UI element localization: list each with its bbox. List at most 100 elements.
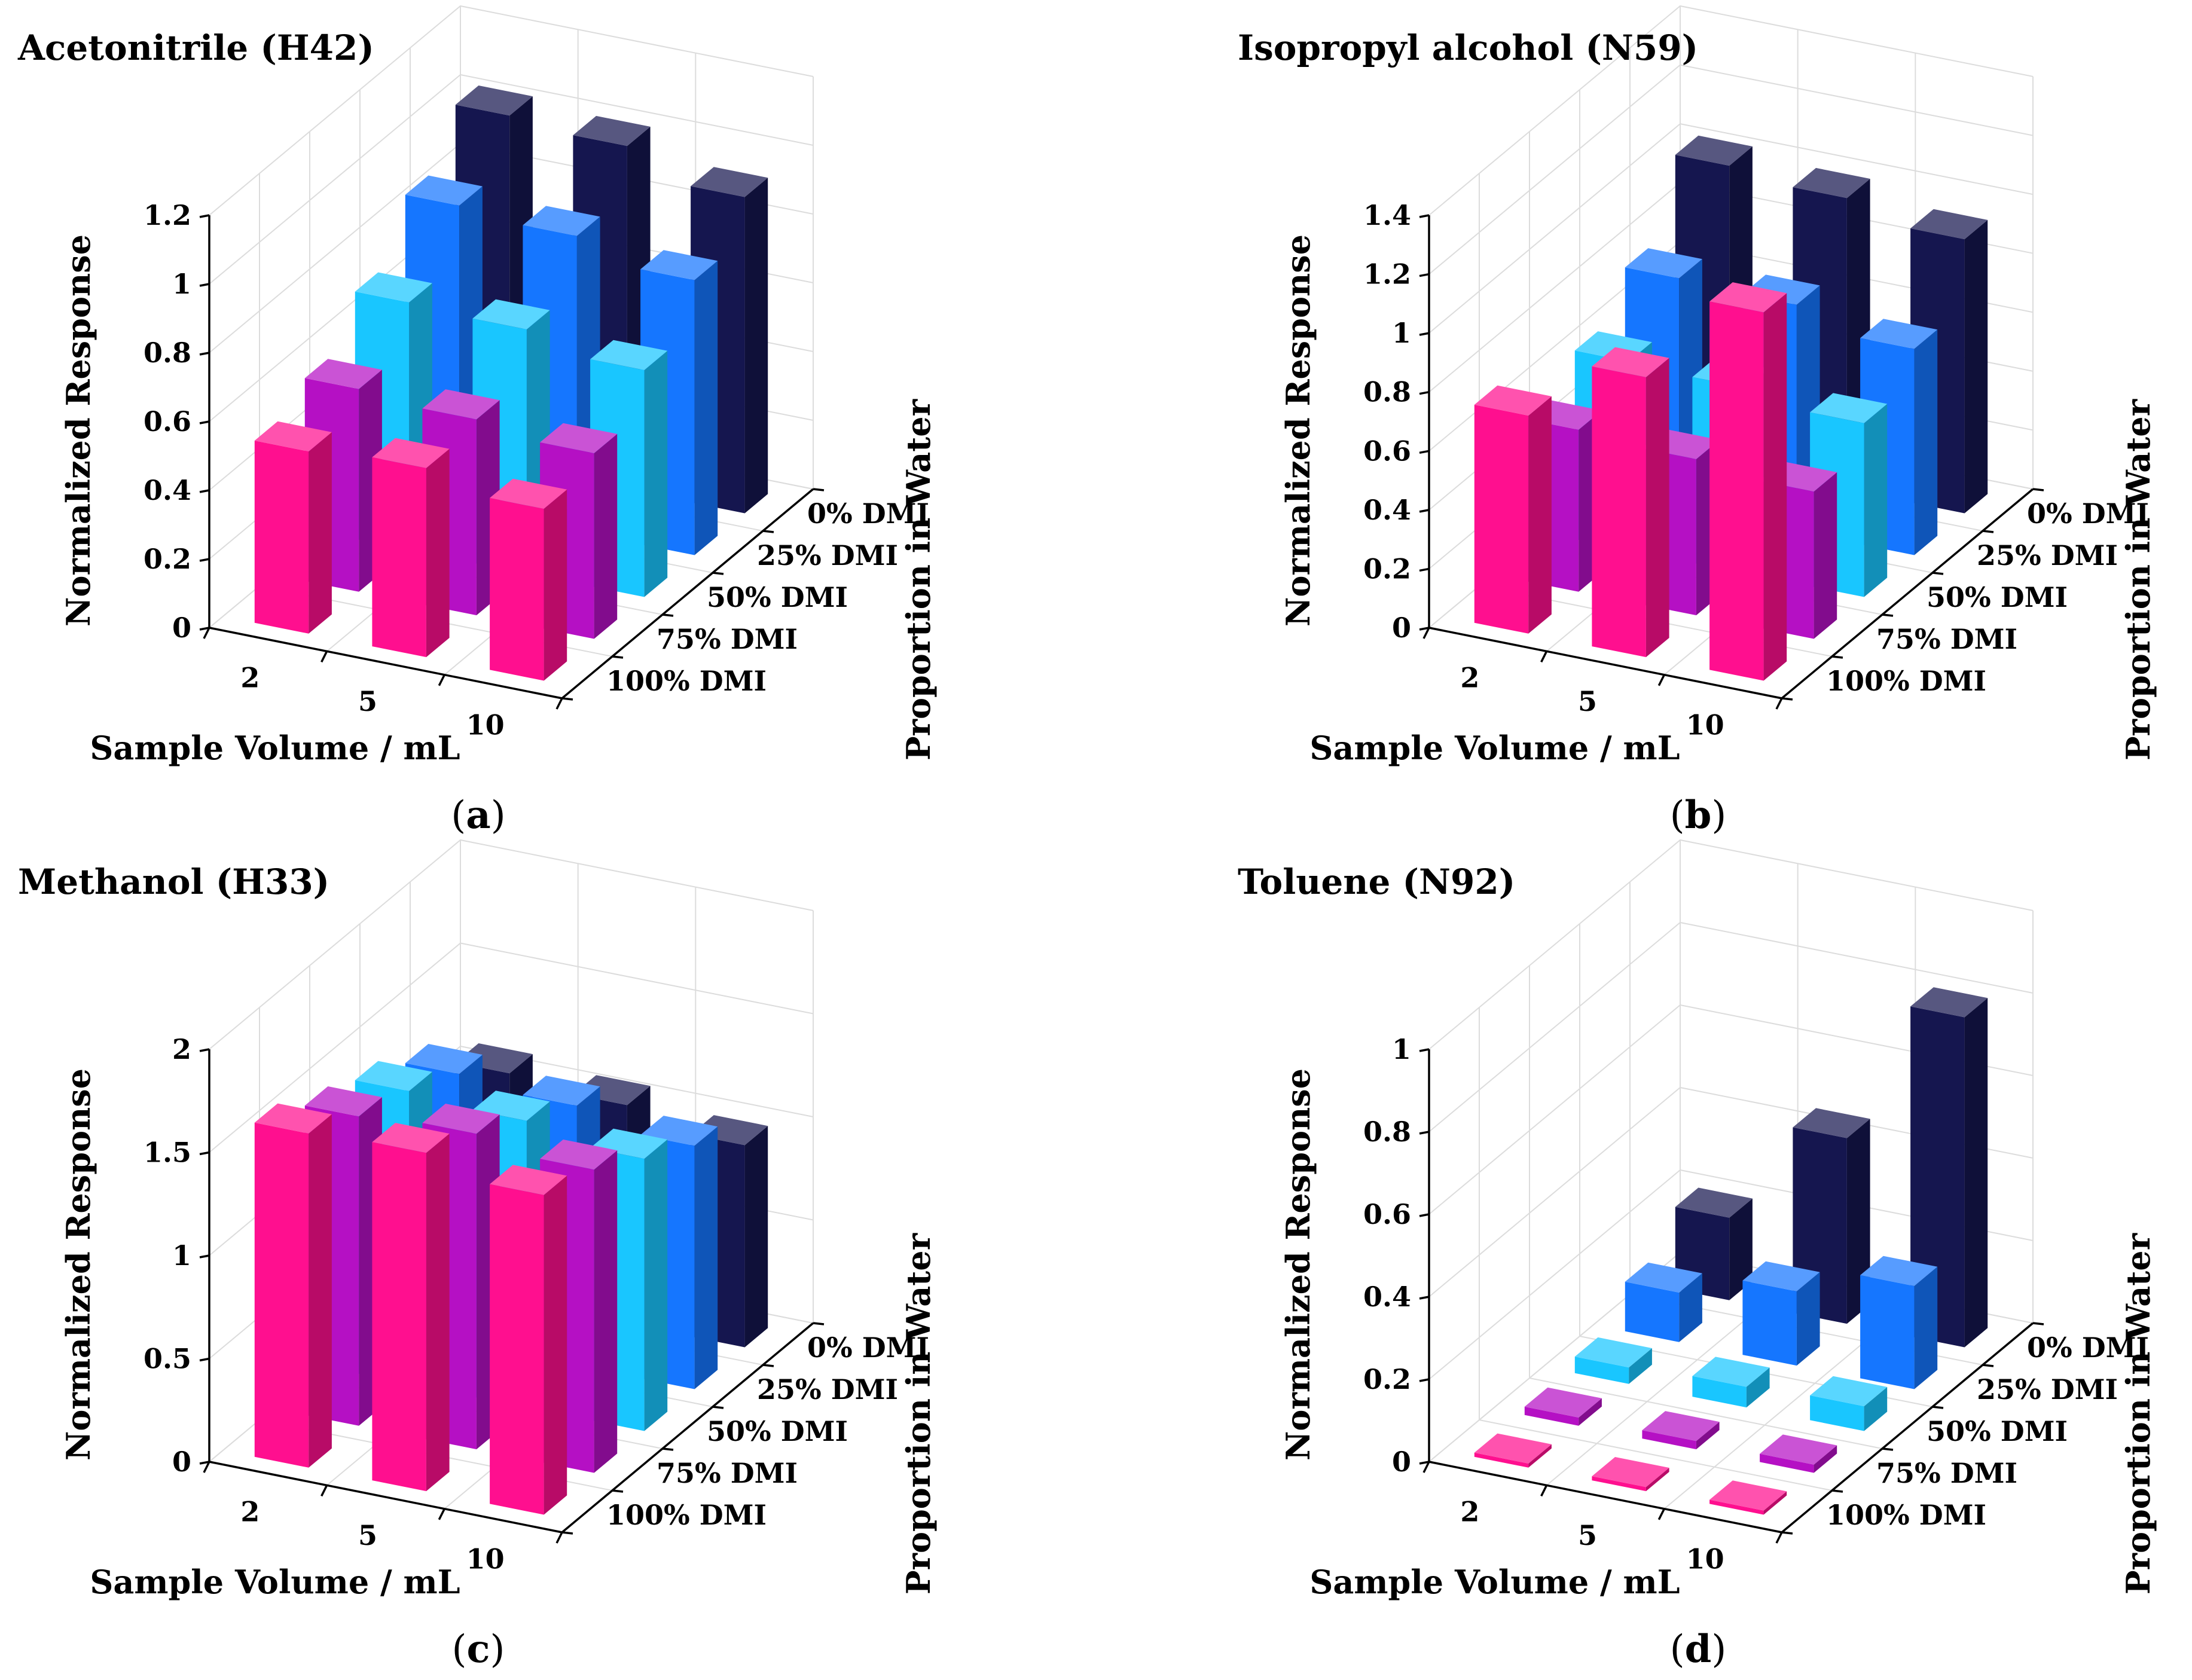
- z-tick-mark: [612, 1489, 624, 1493]
- z-axis-line: [1781, 1322, 2034, 1534]
- x-tick-mark: [438, 674, 445, 686]
- z-tick-mark: [762, 1364, 774, 1367]
- bar-top-face: [355, 272, 432, 303]
- bar-100-dmi-2: [254, 421, 332, 634]
- bar-side-face: [1964, 998, 1988, 1348]
- z-tick-mark: [712, 572, 724, 575]
- bar-side-face: [1579, 1398, 1602, 1426]
- bar-top-face: [490, 1165, 567, 1195]
- y-tick-label: 1.2: [144, 199, 191, 231]
- z-tick-label-50-dmi: 50% DMI: [707, 581, 848, 613]
- y-tick-label: 0.2: [144, 543, 191, 575]
- bar-top-face: [1692, 1357, 1770, 1387]
- bar-top-face: [1793, 1108, 1870, 1138]
- bar-top-face: [472, 299, 550, 329]
- y-tick-label: 0.4: [1363, 494, 1411, 526]
- x-tick-mark: [320, 650, 328, 663]
- z-tick-label-0-dmi: 0% DMI: [807, 1331, 929, 1364]
- z-tick-mark: [561, 697, 573, 701]
- x-axis-title: Sample Volume / mL: [1309, 1563, 1680, 1601]
- bar-top-face: [1675, 1187, 1753, 1218]
- bar-top-face: [355, 1061, 432, 1091]
- y-tick-mark: [1419, 627, 1430, 631]
- y-tick-label: 0.8: [1363, 376, 1411, 408]
- y-tick-mark: [199, 214, 210, 218]
- bar-side-face: [1696, 1422, 1720, 1450]
- bar-top-face: [1592, 347, 1669, 377]
- bar-top-face: [540, 423, 618, 453]
- x-axis-line: [1428, 1461, 1782, 1534]
- bar-75-dmi-5: [1642, 1411, 1720, 1450]
- bar-side-face: [1645, 358, 1669, 658]
- x-tick-mark: [1540, 650, 1548, 663]
- bar-top-face: [1474, 1433, 1552, 1464]
- bar-front-face: [1592, 366, 1646, 658]
- bar-top-face: [573, 115, 651, 146]
- bar-top-face: [304, 359, 382, 389]
- z-axis-title: Proportion in Water: [2119, 1233, 2157, 1595]
- chart-title: Methanol (H33): [18, 862, 329, 902]
- panel-label: (b): [1670, 793, 1727, 838]
- bar-side-face: [694, 261, 718, 555]
- bar-side-face: [426, 448, 450, 658]
- bar-100-dmi-5: [1592, 1457, 1669, 1492]
- bar-top-face: [1910, 209, 1988, 240]
- bar-front-face: [1474, 405, 1529, 634]
- y-tick-mark: [1419, 509, 1430, 513]
- y-tick-label: 0.6: [144, 405, 191, 438]
- z-tick-label-25-dmi: 25% DMI: [1977, 1373, 2118, 1406]
- x-tick-mark: [555, 698, 563, 710]
- x-tick-mark: [1775, 698, 1783, 710]
- y-tick-mark: [1419, 1378, 1430, 1382]
- z-tick-label-0-dmi: 0% DMI: [807, 497, 929, 530]
- bar-side-face: [1528, 1444, 1552, 1468]
- bar-100-dmi-2: [254, 1103, 332, 1468]
- bar-top-face: [455, 85, 533, 116]
- z-tick-label-75-dmi: 75% DMI: [1876, 623, 2017, 655]
- bar-top-face: [1810, 393, 1888, 423]
- y-tick-label: 1.5: [144, 1137, 191, 1169]
- z-tick-mark: [712, 1406, 724, 1409]
- bar-top-face: [1592, 1457, 1669, 1487]
- x-axis-line: [1428, 627, 1782, 700]
- z-axis-line: [561, 1322, 814, 1534]
- x-tick-mark: [320, 1484, 328, 1497]
- y-axis-title: Normalized Response: [1279, 234, 1317, 627]
- y-tick-mark: [199, 627, 210, 631]
- x-tick-label-2: 2: [1460, 662, 1479, 694]
- z-tick-mark: [1882, 613, 1894, 617]
- y-tick-label: 0: [1392, 1446, 1411, 1478]
- x-tick-label-2: 2: [240, 1496, 260, 1528]
- y-tick-mark: [199, 489, 210, 493]
- y-tick-label: 1.2: [1363, 258, 1411, 291]
- z-tick-mark: [1781, 697, 1793, 701]
- z-axis-line: [561, 488, 814, 700]
- bar-100-dmi-2: [1474, 1433, 1552, 1468]
- x-axis-line: [209, 1461, 563, 1534]
- bar-0-dmi-2: [1675, 1187, 1753, 1300]
- z-tick-mark: [762, 530, 774, 533]
- z-tick-mark: [813, 1322, 825, 1325]
- bar-top-face: [1474, 385, 1552, 416]
- chart-title: Toluene (N92): [1238, 862, 1515, 902]
- bar-top-face: [1742, 1261, 1820, 1291]
- bar-100-dmi-5: [1592, 347, 1669, 658]
- bar-top-face: [1709, 1480, 1787, 1511]
- x-tick-mark: [1422, 1461, 1430, 1473]
- bar-top-face: [1910, 987, 1988, 1018]
- bar-25-dmi-10: [1860, 1256, 1938, 1389]
- z-tick-mark: [1882, 1447, 1894, 1451]
- z-tick-mark: [1831, 1489, 1843, 1493]
- y-tick-mark: [1419, 1213, 1430, 1217]
- x-tick-mark: [1540, 1484, 1548, 1497]
- bar-side-face: [1746, 1367, 1770, 1408]
- y-tick-mark: [199, 1461, 210, 1465]
- bar-50-dmi-2: [1574, 1337, 1652, 1384]
- z-tick-mark: [1781, 1531, 1793, 1535]
